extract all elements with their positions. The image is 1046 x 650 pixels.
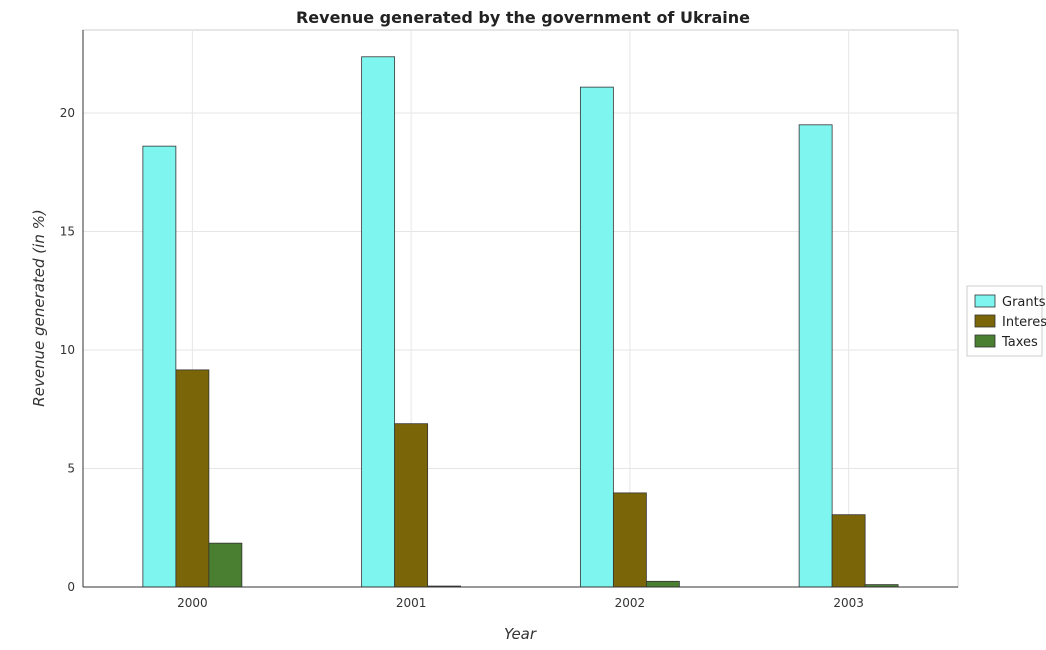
legend-label-grants: Grants xyxy=(1002,295,1046,310)
y-axis-label: Revenue generated (in %) xyxy=(30,209,48,406)
bar-interest-2003 xyxy=(831,514,866,588)
legend-label-taxes: Taxes xyxy=(1001,335,1038,350)
x-axis-label: Year xyxy=(504,625,537,643)
axes xyxy=(82,30,958,588)
bar-taxes-2000 xyxy=(208,542,243,588)
bar-interest-2000 xyxy=(175,369,210,588)
tick-labels: 0 5 10 15 20 2000 2001 2002 2003 xyxy=(60,106,864,610)
y-tick-label: 0 xyxy=(67,580,75,594)
x-tick-label: 2003 xyxy=(833,596,864,610)
chart-title: Revenue generated by the government of U… xyxy=(295,8,751,27)
bar-taxes-2002 xyxy=(645,580,680,588)
x-tick-label: 2000 xyxy=(177,596,208,610)
bar-grants-2003 xyxy=(798,124,833,588)
y-tick-label: 10 xyxy=(60,343,75,357)
legend: Grants Interest Taxes xyxy=(966,285,1046,357)
bar-grants-2000 xyxy=(142,145,177,588)
x-tick-label: 2001 xyxy=(396,596,427,610)
y-tick-label: 15 xyxy=(60,224,75,238)
legend-label-interest: Interest xyxy=(1002,315,1046,330)
legend-swatch-taxes xyxy=(974,334,996,348)
bars xyxy=(142,56,899,588)
y-tick-label: 5 xyxy=(67,461,75,475)
legend-swatch-interest xyxy=(974,314,996,328)
bar-grants-2002 xyxy=(579,86,614,588)
x-tick-label: 2002 xyxy=(615,596,646,610)
bar-interest-2002 xyxy=(612,492,647,588)
bar-grants-2001 xyxy=(361,56,396,588)
y-tick-label: 20 xyxy=(60,106,75,120)
bar-interest-2001 xyxy=(394,423,429,588)
legend-swatch-grants xyxy=(974,294,996,308)
